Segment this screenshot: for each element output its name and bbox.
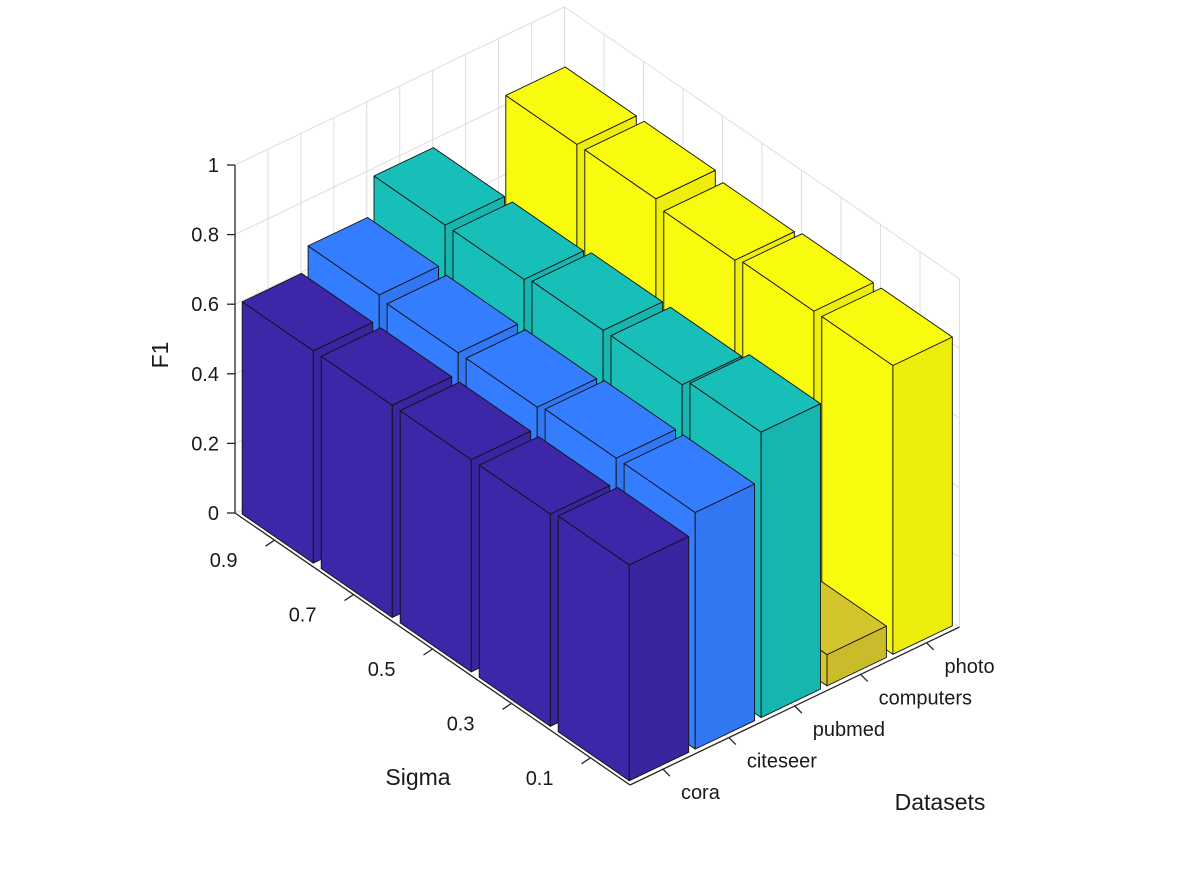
y-axis-label: Sigma <box>385 764 450 790</box>
bar-face-top <box>465 329 598 408</box>
y-tick-label: 0.3 <box>447 713 475 735</box>
z-tick-label: 0.4 <box>191 364 219 386</box>
bar-cora-sigma-0.1 <box>557 487 690 782</box>
x-axis-label: Datasets <box>895 789 986 815</box>
y-tick <box>581 757 591 765</box>
z-tick-label: 1 <box>208 155 219 177</box>
y-tick-label: 0.5 <box>368 659 396 681</box>
y-tick <box>423 648 433 656</box>
bar-face-right <box>694 483 756 750</box>
bar-face-top <box>531 252 663 331</box>
x-tick <box>794 705 803 714</box>
x-tick-label: citeseer <box>747 751 817 773</box>
z-tick-label: 0.2 <box>191 433 219 455</box>
x-tick <box>926 642 935 651</box>
x-tick-label: computers <box>879 687 972 709</box>
x-tick-label: cora <box>681 782 721 804</box>
bar-face-top <box>610 306 742 386</box>
bar-face-top <box>821 287 953 366</box>
z-tick-label: 0 <box>208 503 219 525</box>
labels-layer: 0 0.2 0.4 0.6 0.8 1 0.1 0.3 0.5 0.7 0.9 cora citesee… <box>191 155 994 804</box>
bar-face-top <box>584 120 716 200</box>
bar-face-top <box>557 487 690 566</box>
y-tick-label: 0.7 <box>289 605 317 627</box>
bar-face-top <box>505 66 637 145</box>
bar-face-top <box>663 182 795 261</box>
bar-face-right <box>892 336 953 655</box>
y-tick <box>502 702 512 710</box>
z-tick-label: 0.8 <box>191 225 219 247</box>
bar-face-top <box>241 272 374 352</box>
bar-face-top <box>399 381 532 461</box>
z-axis-label: F1 <box>147 342 173 369</box>
z-tick-label: 0.6 <box>191 294 219 316</box>
bar-face-top <box>689 354 821 433</box>
x-tick <box>728 737 737 746</box>
x-tick <box>860 673 869 682</box>
bar-face-top <box>373 147 505 226</box>
bar-face-top <box>742 233 874 312</box>
y-tick <box>265 539 275 547</box>
bar-face-top <box>544 380 677 459</box>
bar-face-top <box>307 217 440 296</box>
bar-face-top <box>623 434 756 513</box>
x-tick-label: photo <box>945 656 995 678</box>
bar-face-top <box>452 201 584 280</box>
x-tick <box>662 768 671 777</box>
bar-face-top <box>320 327 453 406</box>
bar-face-top <box>386 274 519 354</box>
x-tick-label: pubmed <box>813 719 885 741</box>
bars-layer <box>241 66 953 782</box>
bar-face-right <box>760 403 821 718</box>
bar-face-right <box>628 536 690 782</box>
y-tick <box>344 594 354 602</box>
bar-face-top <box>478 436 611 515</box>
y-tick-label: 0.9 <box>210 550 238 572</box>
bar-photo-sigma-0.1 <box>821 287 953 655</box>
y-tick-label: 0.1 <box>526 768 554 790</box>
